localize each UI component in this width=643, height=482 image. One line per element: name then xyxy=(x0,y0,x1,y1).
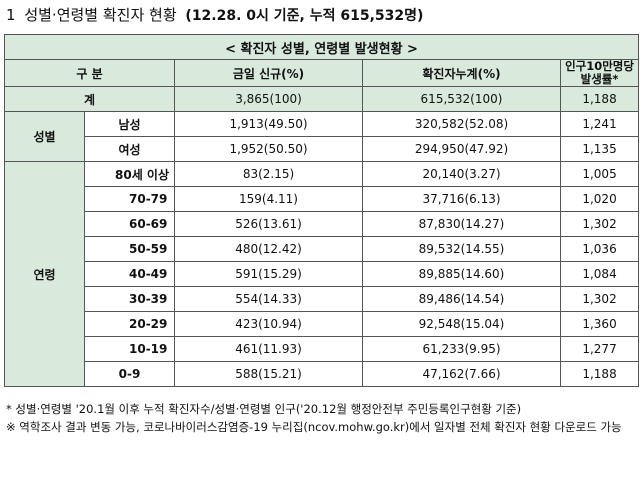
age-cumulative: 20,140(3.27) xyxy=(362,161,561,187)
header-cumulative: 확진자누계(%) xyxy=(362,59,561,87)
sex-new-cases: 1,913(49.50) xyxy=(174,111,363,137)
cases-table: < 확진자 성별, 연령별 발생현황 > 구 분 금일 신규(%) 확진자누계(… xyxy=(3,34,640,387)
heading-parenthetical: (12.28. 0시 기준, 누적 615,532명) xyxy=(185,8,424,24)
total-cumulative: 615,532(100) xyxy=(362,86,561,112)
age-rate: 1,188 xyxy=(559,361,640,387)
header-rate-line2: 발생률* xyxy=(580,72,619,86)
table-row-total: 계 3,865(100) 615,532(100) 1,188 xyxy=(4,86,640,112)
age-rate: 1,036 xyxy=(559,236,640,262)
sex-label: 여성 xyxy=(84,136,175,162)
sex-rate: 1,241 xyxy=(559,111,640,137)
table-row-age: 30-39 554(14.33) 89,486(14.54) 1,302 xyxy=(5,286,640,312)
age-new-cases: 591(15.29) xyxy=(174,261,363,287)
age-rate: 1,020 xyxy=(559,186,640,212)
age-rate: 1,302 xyxy=(559,211,640,237)
age-cumulative: 61,233(9.95) xyxy=(362,336,561,362)
header-rate: 인구10만명당 발생률* xyxy=(559,59,640,87)
age-new-cases: 526(13.61) xyxy=(174,211,363,237)
age-cumulative: 87,830(14.27) xyxy=(362,211,561,237)
table-row-age: 연령 80세 이상 83(2.15) 20,140(3.27) 1,005 xyxy=(4,161,640,387)
sex-group-label: 성별 xyxy=(4,111,85,162)
footnote-data-source: ※ 역학조사 결과 변동 가능, 코로나바이러스감염증-19 누리집(ncov.… xyxy=(6,420,622,434)
age-new-cases: 83(2.15) xyxy=(174,161,363,187)
age-label: 40-49 xyxy=(84,261,175,287)
sex-rate: 1,135 xyxy=(559,136,640,162)
sex-cumulative: 320,582(52.08) xyxy=(362,111,561,137)
age-new-cases: 480(12.42) xyxy=(174,236,363,262)
age-new-cases: 461(11.93) xyxy=(174,336,363,362)
table-row-age: 10-19 461(11.93) 61,233(9.95) 1,277 xyxy=(5,336,640,362)
age-label: 30-39 xyxy=(84,286,175,312)
footnote-rate-definition: * 성별·연령별 '20.1월 이후 누적 확진자수/성별·연령별 인구('20… xyxy=(6,402,522,416)
table-row-age: 60-69 526(13.61) 87,830(14.27) 1,302 xyxy=(5,211,640,237)
table-row-age: 20-29 423(10.94) 92,548(15.04) 1,360 xyxy=(5,311,640,337)
header-rate-line1: 인구10만명당 xyxy=(565,59,634,73)
age-cumulative: 89,532(14.55) xyxy=(362,236,561,262)
age-new-cases: 588(15.21) xyxy=(174,361,363,387)
heading-number: 1 xyxy=(6,6,16,24)
age-rate: 1,005 xyxy=(559,161,640,187)
heading-title: 성별·연령별 확진자 현황 xyxy=(24,6,177,24)
age-label: 80세 이상 xyxy=(84,161,175,187)
age-label: 10-19 xyxy=(84,336,175,362)
total-label: 계 xyxy=(4,86,175,112)
header-new-cases: 금일 신규(%) xyxy=(174,59,363,87)
table-row-age: 0-9 588(15.21) 47,162(7.66) 1,188 xyxy=(5,361,640,387)
table-row-age: 50-59 480(12.42) 89,532(14.55) 1,036 xyxy=(5,236,640,262)
sex-cumulative: 294,950(47.92) xyxy=(362,136,561,162)
age-cumulative: 92,548(15.04) xyxy=(362,311,561,337)
age-label: 20-29 xyxy=(84,311,175,337)
age-rate: 1,084 xyxy=(559,261,640,287)
age-cumulative: 37,716(6.13) xyxy=(362,186,561,212)
age-cumulative: 89,885(14.60) xyxy=(362,261,561,287)
table-row-sex: 성별 남성 1,913(49.50) 320,582(52.08) 1,241 xyxy=(4,111,640,162)
age-rate: 1,302 xyxy=(559,286,640,312)
age-label: 60-69 xyxy=(84,211,175,237)
table-row-sex: 여성 1,952(50.50) 294,950(47.92) 1,135 xyxy=(5,136,640,162)
age-rate: 1,360 xyxy=(559,311,640,337)
age-new-cases: 423(10.94) xyxy=(174,311,363,337)
table-header-row: 구 분 금일 신규(%) 확진자누계(%) 인구10만명당 발생률* xyxy=(4,59,640,87)
age-label: 0-9 xyxy=(84,361,175,387)
age-label: 70-79 xyxy=(84,186,175,212)
age-label: 50-59 xyxy=(84,236,175,262)
sex-new-cases: 1,952(50.50) xyxy=(174,136,363,162)
age-new-cases: 554(14.33) xyxy=(174,286,363,312)
table-title: < 확진자 성별, 연령별 발생현황 > xyxy=(3,34,640,60)
age-cumulative: 47,162(7.66) xyxy=(362,361,561,387)
header-category: 구 분 xyxy=(4,59,175,87)
table-row-age: 70-79 159(4.11) 37,716(6.13) 1,020 xyxy=(5,186,640,212)
total-rate: 1,188 xyxy=(559,86,640,112)
age-cumulative: 89,486(14.54) xyxy=(362,286,561,312)
age-group-label: 연령 xyxy=(4,161,85,387)
table-title-row: < 확진자 성별, 연령별 발생현황 > xyxy=(3,34,640,60)
age-new-cases: 159(4.11) xyxy=(174,186,363,212)
age-rate: 1,277 xyxy=(559,336,640,362)
sex-label: 남성 xyxy=(84,111,175,137)
page-heading: 1 성별·연령별 확진자 현황 (12.28. 0시 기준, 누적 615,53… xyxy=(6,4,423,25)
footnotes: * 성별·연령별 '20.1월 이후 누적 확진자수/성별·연령별 인구('20… xyxy=(6,400,638,436)
table-row-age: 40-49 591(15.29) 89,885(14.60) 1,084 xyxy=(5,261,640,287)
total-new-cases: 3,865(100) xyxy=(174,86,363,112)
